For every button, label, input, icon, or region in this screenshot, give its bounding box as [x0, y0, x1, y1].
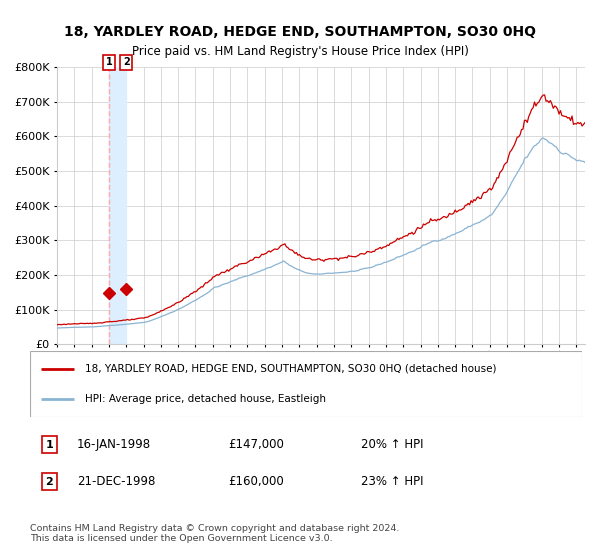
Text: 18, YARDLEY ROAD, HEDGE END, SOUTHAMPTON, SO30 0HQ (detached house): 18, YARDLEY ROAD, HEDGE END, SOUTHAMPTON… [85, 364, 497, 374]
FancyBboxPatch shape [30, 351, 582, 417]
Text: £160,000: £160,000 [229, 475, 284, 488]
Text: £147,000: £147,000 [229, 438, 284, 451]
Text: HPI: Average price, detached house, Eastleigh: HPI: Average price, detached house, East… [85, 394, 326, 404]
Text: 21-DEC-1998: 21-DEC-1998 [77, 475, 155, 488]
Text: 20% ↑ HPI: 20% ↑ HPI [361, 438, 424, 451]
Text: 16-JAN-1998: 16-JAN-1998 [77, 438, 151, 451]
Text: 1: 1 [106, 57, 112, 67]
Text: 1: 1 [46, 440, 53, 450]
Text: 23% ↑ HPI: 23% ↑ HPI [361, 475, 424, 488]
Text: Price paid vs. HM Land Registry's House Price Index (HPI): Price paid vs. HM Land Registry's House … [131, 45, 469, 58]
Bar [109, 67, 126, 344]
Text: 2: 2 [123, 57, 130, 67]
Text: 2: 2 [46, 477, 53, 487]
Text: Contains HM Land Registry data © Crown copyright and database right 2024.
This d: Contains HM Land Registry data © Crown c… [30, 524, 400, 543]
Text: 18, YARDLEY ROAD, HEDGE END, SOUTHAMPTON, SO30 0HQ: 18, YARDLEY ROAD, HEDGE END, SOUTHAMPTON… [64, 25, 536, 39]
